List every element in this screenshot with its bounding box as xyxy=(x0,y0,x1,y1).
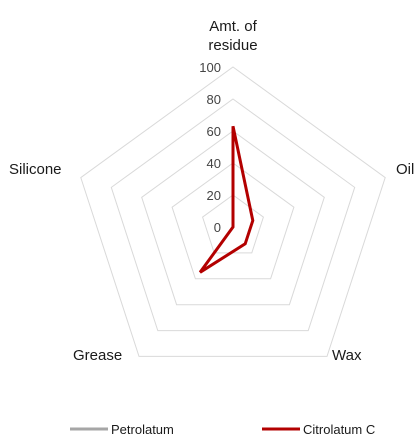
tick-label: 100 xyxy=(199,60,221,75)
radar-grid xyxy=(80,66,386,357)
grid-ring xyxy=(171,162,295,280)
radial-tick-labels: 0 20 40 60 80 100 xyxy=(199,60,221,235)
tick-label: 60 xyxy=(207,124,221,139)
series-lines xyxy=(198,125,255,274)
legend: Petrolatum Citrolatum C xyxy=(70,422,375,437)
category-label: Grease xyxy=(73,347,122,364)
legend-label: Petrolatum xyxy=(111,422,174,437)
tick-label: 80 xyxy=(207,92,221,107)
category-label: Amt. of residue xyxy=(208,18,257,54)
category-label: Silicone xyxy=(9,161,62,178)
tick-label: 0 xyxy=(214,220,221,235)
tick-label: 40 xyxy=(207,156,221,171)
series-line-citrolatum-c xyxy=(198,125,255,274)
category-label: Oil xyxy=(396,161,414,178)
grid-ring xyxy=(80,66,386,357)
category-labels: Amt. of residue Oil Wax Grease Silicone xyxy=(9,18,414,364)
grid-ring xyxy=(141,130,325,306)
tick-label: 20 xyxy=(207,188,221,203)
grid-ring xyxy=(110,98,356,332)
category-label: Wax xyxy=(332,347,362,364)
legend-label: Citrolatum C xyxy=(303,422,375,437)
